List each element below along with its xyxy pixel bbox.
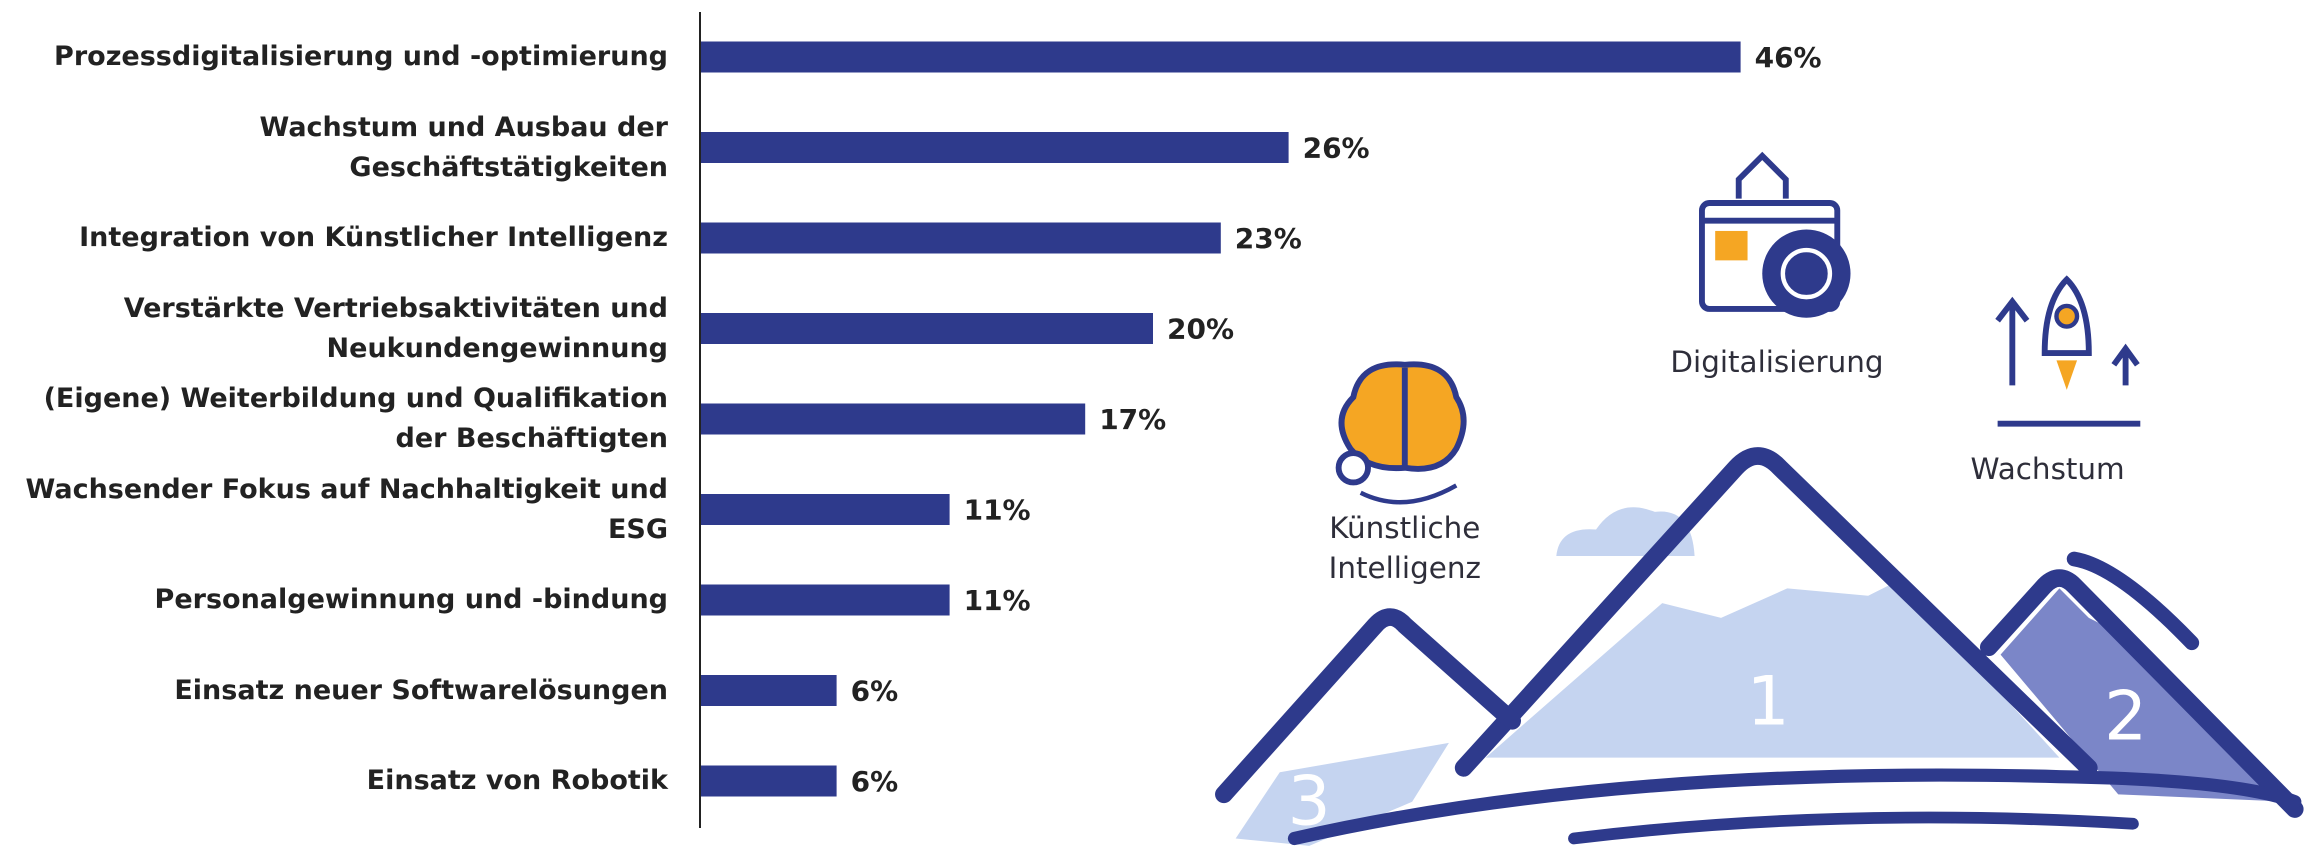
icon-label: Künstliche [1329,511,1480,545]
bar [701,765,837,797]
bar [701,675,837,706]
value-label: 26% [1303,132,1370,165]
mountain-outlines [1215,447,2304,846]
growth-icon [1995,275,2141,427]
value-label: 20% [1167,313,1234,346]
category-label: Einsatz neuer Softwarelösungen [174,674,668,706]
category-label: Wachstum und Ausbau der Geschäftstätigke… [259,111,668,183]
digital-icon [1699,151,1851,318]
bar [701,41,1741,73]
value-label: 11% [964,584,1031,617]
bar [701,313,1153,344]
value-label: 17% [1099,403,1166,436]
bar [701,403,1086,435]
bar [701,584,950,616]
ai-icon [1335,361,1467,505]
icon-label: Wachstum [1971,452,2125,486]
rank-number: 1 [1747,662,1790,741]
illustration: Digitalisierung Wachstum Künstliche Inte… [1215,151,2304,846]
category-label: Verstärkte Vertriebsaktivitäten und Neuk… [123,292,668,364]
bar [701,132,1289,163]
category-label: Personalgewinnung und -bindung [154,584,668,615]
category-label: Integration von Künstlicher Intelligenz [79,222,668,253]
category-label: (Eigene) Weiterbildung und Qualifikation… [43,383,668,454]
icon-label: Intelligenz [1329,551,1481,585]
value-label: 46% [1755,41,1822,74]
bar [701,494,950,525]
rank-number: 3 [1288,762,1331,841]
mountain-fill [2000,588,2288,802]
mountain-fill [1235,742,1449,846]
rank-number: 2 [2104,676,2147,755]
bar [701,222,1221,254]
mountain-fill [1485,581,2060,758]
category-label: Einsatz von Robotik [366,765,668,796]
value-label: 6% [851,765,899,798]
value-label: 6% [851,675,899,708]
icon-label: Digitalisierung [1670,345,1883,379]
category-label: Prozessdigitalisierung und -optimierung [54,41,668,72]
category-label: Wachsender Fokus auf Nachhaltigkeit und … [25,473,668,545]
value-label: 23% [1235,222,1302,255]
value-label: 11% [964,494,1031,527]
